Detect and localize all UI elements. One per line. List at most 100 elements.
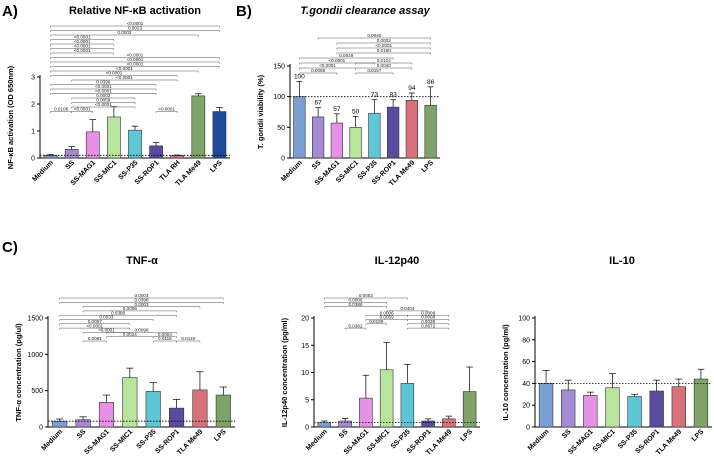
significance-bracket bbox=[50, 39, 115, 41]
bar-ss-mag1 bbox=[330, 122, 343, 159]
x-tick-label: SS bbox=[561, 428, 573, 440]
significance-label: 0.0398 bbox=[134, 298, 148, 303]
x-tick-label: LPS bbox=[459, 428, 474, 443]
significance-label: 0.0053 bbox=[359, 293, 373, 298]
bar-medium bbox=[538, 383, 554, 428]
bar-ss-mic1 bbox=[605, 387, 620, 428]
significance-label: <0.0001 bbox=[375, 43, 392, 48]
significance-label: 0.0006 bbox=[348, 298, 362, 303]
y-tick-label: 0 bbox=[39, 425, 43, 432]
x-tick-label: LPS bbox=[420, 159, 435, 174]
significance-label: 0.0098 bbox=[134, 328, 148, 333]
y-tick-label: 100 bbox=[518, 316, 530, 323]
bar-ss-p35 bbox=[128, 129, 142, 159]
significance-bracket bbox=[324, 306, 387, 309]
y-tick-label: 10 bbox=[301, 370, 309, 377]
bar-ss-mic1 bbox=[122, 377, 138, 428]
significance-bracket bbox=[71, 79, 178, 82]
x-tick-label: SS-MIC1 bbox=[366, 428, 391, 453]
y-tick-label: 0 bbox=[305, 425, 309, 432]
y-tick-label: 20 bbox=[522, 403, 530, 410]
significance-bracket bbox=[386, 310, 429, 313]
significance-bracket bbox=[59, 327, 131, 330]
y-tick-label: 15 bbox=[301, 343, 309, 350]
bar-lps bbox=[693, 378, 709, 428]
significance-bracket bbox=[299, 72, 338, 75]
significance-label: <0.0001 bbox=[74, 39, 91, 44]
significance-label: 0.0380 bbox=[111, 310, 125, 315]
y-tick-label: 0 bbox=[281, 156, 285, 163]
bar-ss-rop1 bbox=[149, 145, 163, 159]
data-label: 94 bbox=[408, 85, 416, 92]
significance-label: 0.0108 bbox=[54, 107, 68, 112]
significance-bracket bbox=[50, 30, 220, 32]
significance-label: 0.0004 bbox=[158, 332, 172, 337]
significance-label: 0.0004 bbox=[134, 293, 148, 298]
bar-ss-p35 bbox=[400, 383, 415, 428]
chart-title: T.gondii clearance assay bbox=[300, 5, 430, 17]
y-tick-label: 1500 bbox=[27, 316, 43, 323]
significance-bracket bbox=[176, 340, 201, 343]
significance-label: 0.0157 bbox=[367, 68, 381, 73]
bar-ss-rop1 bbox=[169, 407, 185, 428]
chart-title: TNF-α bbox=[126, 255, 158, 267]
bar-medium bbox=[43, 155, 58, 159]
y-tick-label: 100 bbox=[273, 94, 285, 101]
significance-bracket bbox=[336, 52, 431, 55]
y-tick-label: 500 bbox=[31, 388, 43, 395]
significance-label: 0.0040 bbox=[367, 33, 381, 38]
data-label: 57 bbox=[333, 106, 341, 113]
significance-bracket bbox=[59, 297, 224, 300]
y-axis-label: T. gondii viability (%) bbox=[256, 74, 265, 149]
significance-label: 0.0024 bbox=[123, 332, 137, 337]
bar-ss-mic1 bbox=[349, 127, 362, 159]
significance-label: 0.0118 bbox=[181, 336, 195, 341]
significance-label: <0.0001 bbox=[127, 57, 144, 62]
significance-label: 0.0057 bbox=[88, 319, 102, 324]
significance-bracket bbox=[50, 66, 220, 68]
y-tick-label: 0 bbox=[31, 156, 35, 163]
x-tick-label: Medium bbox=[280, 159, 304, 183]
y-axis-label: NF-κB activation (OD 650nm) bbox=[6, 65, 15, 169]
x-tick-label: LPS bbox=[213, 428, 228, 443]
significance-label: 0.0002 bbox=[377, 38, 391, 43]
significance-bracket bbox=[59, 302, 224, 304]
significance-label: <0.0001 bbox=[127, 62, 144, 67]
significance-bracket bbox=[407, 319, 450, 321]
chart-title: IL-12p40 bbox=[375, 255, 420, 267]
chart-title: Relative NF-κB activation bbox=[69, 5, 201, 17]
significance-label: 0.0404 bbox=[400, 306, 414, 311]
significance-bracket bbox=[71, 111, 94, 113]
significance-bracket bbox=[59, 323, 131, 326]
x-tick-label: SS bbox=[76, 428, 88, 440]
bar-ss-mag1 bbox=[85, 131, 100, 159]
significance-label: 0.0396 bbox=[96, 80, 110, 85]
significance-bracket bbox=[50, 75, 178, 77]
significance-bracket bbox=[50, 48, 115, 50]
significance-label: 0.0088 bbox=[311, 68, 325, 73]
significance-label: 0.0040 bbox=[377, 63, 391, 68]
y-tick-label: 50 bbox=[277, 125, 285, 132]
significance-bracket bbox=[50, 93, 157, 95]
data-label: 67 bbox=[315, 100, 323, 107]
bar-ss-rop1 bbox=[421, 420, 435, 428]
x-tick-label: TLA Me49 bbox=[176, 428, 204, 456]
significance-label: 0.0002 bbox=[96, 93, 110, 98]
significance-label: 0.0118 bbox=[158, 336, 172, 341]
significance-label: <0.0001 bbox=[319, 63, 336, 68]
chart-il10: IL-10 IL-10 concentration (pg/ml) 0 20 40 60 8… bbox=[501, 255, 712, 457]
significance-bracket bbox=[155, 111, 178, 113]
significance-label: 0.0124 bbox=[377, 58, 391, 63]
x-tick-label: SS-MIC1 bbox=[93, 159, 118, 184]
y-tick-label: 1 bbox=[31, 129, 35, 136]
x-tick-label: SS-MIC1 bbox=[109, 428, 134, 453]
y-axis-label: IL-10 concentration (pg/ml) bbox=[501, 324, 510, 421]
x-tick-label: SS bbox=[338, 428, 350, 440]
x-tick-label: LPS bbox=[209, 159, 224, 174]
bar-ss-mic1 bbox=[107, 116, 121, 159]
significance-bracket bbox=[336, 42, 431, 45]
significance-bracket bbox=[59, 319, 154, 321]
x-tick-label: SS-P35 bbox=[136, 428, 158, 450]
bar-tla-me49 bbox=[191, 95, 206, 159]
